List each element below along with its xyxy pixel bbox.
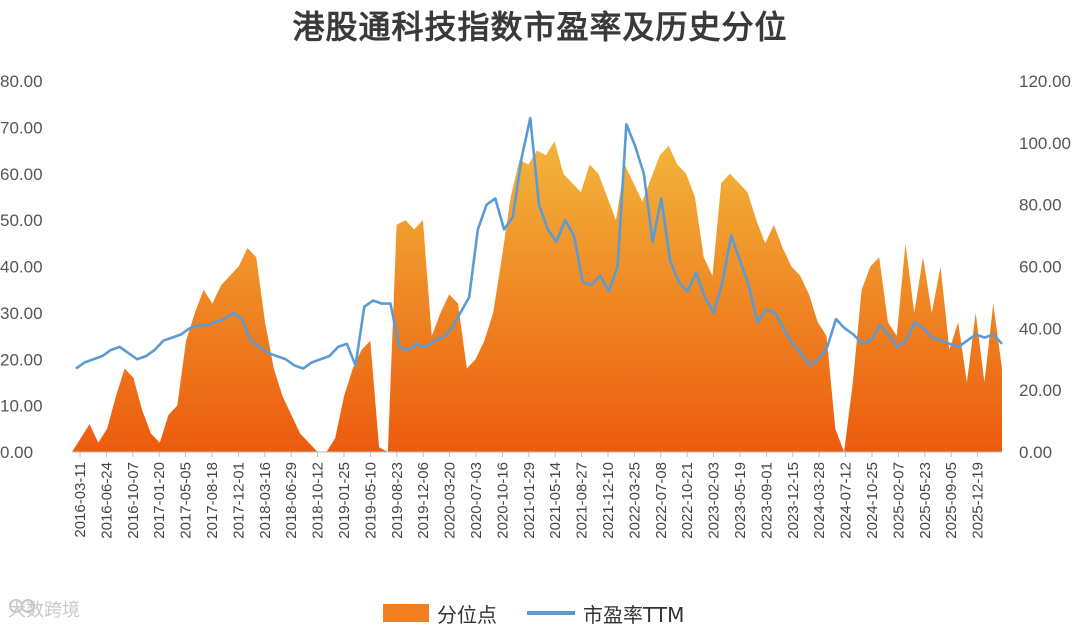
x-tick-label: 2022-10-21 xyxy=(679,462,696,539)
y-axis-left: 0.00 10.00 20.00 30.00 40.00 50.00 60.00 70.00 8… xyxy=(0,72,43,462)
legend-label-percentile: 分位点 xyxy=(437,602,497,627)
legend-item-percentile: 分位点 xyxy=(383,599,497,628)
legend-item-pe: 市盈率TTM xyxy=(527,599,684,628)
y-left-tick-label: 60.00 xyxy=(0,165,43,184)
y-left-tick-label: 50.00 xyxy=(0,211,43,230)
x-tick-label: 2018-03-16 xyxy=(257,462,274,539)
y-left-tick-label: 0.00 xyxy=(0,443,33,462)
y-left-tick-label: 80.00 xyxy=(0,72,43,91)
x-tick-label: 2016-03-11 xyxy=(72,462,89,538)
y-left-tick-label: 40.00 xyxy=(0,258,43,277)
x-tick-label: 2020-07-03 xyxy=(468,462,485,539)
x-tick-label: 2016-06-24 xyxy=(98,462,115,539)
x-tick-label: 2016-10-07 xyxy=(125,462,142,539)
x-tick-label: 2021-01-29 xyxy=(521,462,538,539)
y-right-tick-label: 100.00 xyxy=(1019,134,1071,153)
x-tick-label: 2021-05-14 xyxy=(547,462,564,539)
y-right-tick-label: 40.00 xyxy=(1019,319,1062,338)
y-right-tick-label: 120.00 xyxy=(1019,72,1071,91)
x-tick-label: 2023-02-03 xyxy=(706,462,723,539)
x-tick-label: 2018-06-29 xyxy=(283,462,300,539)
series-line-pe-ttm xyxy=(75,116,1003,370)
watermark: 大数跨境 xyxy=(8,596,80,622)
y-right-tick-label: 80.00 xyxy=(1019,196,1062,215)
plot-area xyxy=(72,116,1003,453)
legend-label-pe: 市盈率TTM xyxy=(583,602,685,627)
x-tick-label: 2024-07-12 xyxy=(838,462,855,539)
x-tick-label: 2022-07-08 xyxy=(653,462,670,539)
x-tick-label: 2022-03-25 xyxy=(626,462,643,539)
legend: 分位点 市盈率TTM xyxy=(383,598,714,628)
x-tick-label: 2020-03-20 xyxy=(442,462,459,539)
x-tick-label: 2025-09-05 xyxy=(943,462,960,539)
x-tick-label: 2017-05-05 xyxy=(178,462,195,539)
legend-swatch-area xyxy=(383,604,429,622)
x-tick-label: 2017-01-20 xyxy=(151,462,168,539)
legend-swatch-line xyxy=(527,611,575,615)
x-tick-label: 2017-12-01 xyxy=(230,462,247,539)
y-left-tick-label: 70.00 xyxy=(0,118,43,137)
x-tick-label: 2019-01-25 xyxy=(336,462,353,539)
x-tick-label: 2023-09-01 xyxy=(758,462,775,539)
x-tick-label: 2021-08-27 xyxy=(574,462,591,539)
y-left-tick-label: 10.00 xyxy=(0,397,43,416)
x-tick-label: 2025-12-19 xyxy=(970,462,987,539)
x-tick-label: 2019-05-10 xyxy=(362,462,379,539)
x-tick-label: 2025-05-23 xyxy=(917,462,934,539)
y-right-tick-label: 20.00 xyxy=(1019,381,1062,400)
x-tick-label: 2020-10-16 xyxy=(494,462,511,539)
y-right-tick-label: 60.00 xyxy=(1019,258,1062,277)
y-axis-right: 0.00 20.00 40.00 60.00 80.00 100.00 120.00 xyxy=(1019,72,1071,462)
y-left-tick-label: 30.00 xyxy=(0,304,43,323)
x-tick-label: 2018-10-12 xyxy=(310,462,327,539)
chart-title: 港股通科技指数市盈率及历史分位 xyxy=(292,8,788,46)
x-axis: 2016-03-11 2016-06-24 2016-10-07 2017-01-20… xyxy=(72,452,987,539)
x-tick-label: 2023-12-15 xyxy=(785,462,802,539)
x-tick-label: 2024-03-28 xyxy=(811,462,828,539)
watermark-text: 大数跨境 xyxy=(8,600,80,621)
series-area-percentile xyxy=(72,141,1002,453)
y-left-tick-label: 20.00 xyxy=(0,350,43,369)
x-tick-label: 2021-12-10 xyxy=(600,462,617,539)
y-right-tick-label: 0.00 xyxy=(1019,443,1052,462)
x-tick-label: 2019-12-06 xyxy=(415,462,432,539)
x-tick-label: 2019-08-23 xyxy=(389,462,406,539)
x-tick-label: 2023-05-19 xyxy=(732,462,749,539)
brand-logo-icon xyxy=(9,599,35,613)
x-tick-label: 2017-08-18 xyxy=(204,462,221,539)
x-tick-label: 2024-10-25 xyxy=(864,462,881,539)
x-tick-label: 2025-02-07 xyxy=(890,462,907,539)
